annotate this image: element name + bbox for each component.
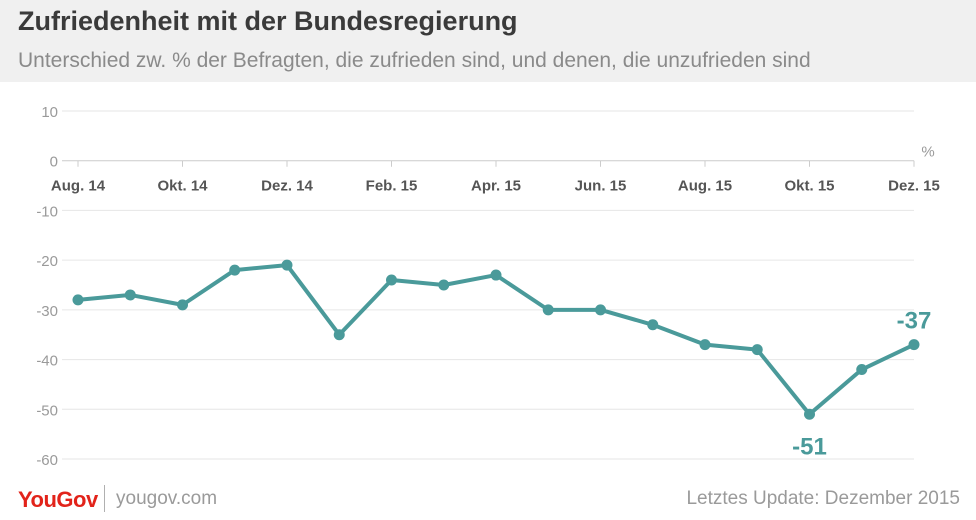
data-point [751, 344, 763, 356]
series-line [76, 263, 916, 417]
footer-url[interactable]: yougov.com [116, 488, 218, 509]
y-tick-label: -40 [36, 353, 58, 370]
chart-subtitle: Unterschied zw. % der Befragten, die zuf… [18, 49, 811, 72]
y-tick-label: -60 [36, 452, 58, 469]
data-point [908, 339, 920, 351]
y-tick-label: -30 [36, 303, 58, 320]
data-point [333, 329, 345, 341]
data-point [856, 364, 868, 376]
x-tick-label: Aug. 14 [51, 178, 106, 195]
data-point [699, 339, 711, 351]
data-point [281, 259, 293, 271]
x-tick-label: Aug. 15 [678, 178, 732, 195]
line-chart: 10 0 -10 -20 -30 -40 -50 -60 Aug. 14 Okt. 14 Dez.… [36, 104, 940, 469]
grid-lines [62, 110, 914, 460]
x-tick-label: Jun. 15 [575, 178, 627, 195]
x-tick-label: Dez. 15 [888, 178, 940, 195]
data-point [647, 319, 659, 331]
data-point [490, 269, 502, 281]
x-tick-label: Apr. 15 [471, 178, 521, 195]
data-label: -37 [897, 308, 932, 335]
last-update-text: Letztes Update: Dezember 2015 [686, 488, 960, 509]
chart-title: Zufriedenheit mit der Bundesregierung [18, 6, 518, 36]
series-layer [72, 259, 920, 420]
y-tick-label: 0 [50, 154, 58, 171]
yougov-logo: YouGov [18, 487, 98, 512]
x-tick-label: Dez. 14 [261, 178, 313, 195]
y-tick-label: -50 [36, 402, 58, 419]
unit-label: % [921, 144, 934, 161]
data-point [438, 279, 450, 291]
data-point [595, 304, 606, 316]
annotation-layer: -51 -37 [792, 308, 931, 461]
y-tick-label: -20 [36, 253, 58, 270]
x-tick-label: Feb. 15 [366, 178, 418, 195]
data-point [229, 264, 241, 276]
x-tick-label: Okt. 15 [784, 178, 834, 195]
x-tick-label: Okt. 14 [157, 178, 208, 195]
data-point [386, 274, 397, 286]
y-axis-tick-labels: 10 0 -10 -20 -30 -40 -50 -60 [36, 104, 58, 469]
data-point [124, 289, 136, 301]
data-point [177, 299, 188, 311]
data-point [542, 304, 554, 316]
data-point [804, 408, 815, 420]
footer-divider [104, 485, 105, 512]
header-band: Zufriedenheit mit der Bundesregierung Un… [0, 0, 976, 82]
x-axis: Aug. 14 Okt. 14 Dez. 14 Feb. 15 Apr. 15 Jun. … [51, 144, 940, 195]
y-tick-label: -10 [36, 203, 58, 220]
y-tick-label: 10 [41, 104, 58, 121]
data-label: -51 [792, 433, 827, 460]
data-point [72, 294, 84, 306]
